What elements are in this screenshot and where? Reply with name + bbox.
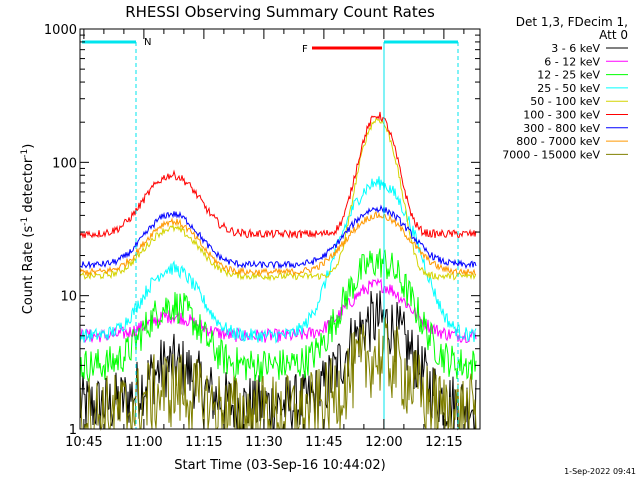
x-tick-label: 11:00 bbox=[125, 435, 162, 450]
legend-label-7: 800 - 7000 keV bbox=[516, 135, 600, 148]
x-tick-label: 11:45 bbox=[305, 435, 342, 450]
series-line-5 bbox=[79, 111, 477, 239]
legend-label-6: 300 - 800 keV bbox=[523, 122, 600, 135]
series-line-8 bbox=[79, 317, 477, 431]
series-line-4 bbox=[79, 117, 476, 282]
legend-label-4: 50 - 100 keV bbox=[530, 95, 600, 108]
plot-frame bbox=[79, 28, 481, 430]
y-axis: 1 10 100 1000 bbox=[44, 23, 480, 438]
y-axis-label: Count Rate (s-1 detector-1) bbox=[20, 144, 36, 315]
night-label: N bbox=[144, 37, 151, 48]
y-axis-label-sup1: -1 bbox=[20, 217, 30, 226]
y-tick-label: 1000 bbox=[44, 23, 77, 38]
x-tick-label: 11:15 bbox=[185, 435, 222, 450]
series-line-7 bbox=[79, 211, 477, 278]
y-axis-label-mid: detector bbox=[21, 157, 36, 217]
legend-label-1: 6 - 12 keV bbox=[544, 55, 600, 68]
legend-label-2: 12 - 25 keV bbox=[537, 69, 600, 82]
y-tick-label: 1 bbox=[69, 423, 77, 438]
series-line-1 bbox=[79, 277, 477, 344]
y-axis-label-end: ) bbox=[21, 144, 36, 149]
legend-label-3: 25 - 50 keV bbox=[537, 82, 600, 95]
timestamp: 1-Sep-2022 09:41 bbox=[564, 467, 636, 476]
y-axis-label-sup2: -1 bbox=[20, 149, 30, 158]
chart-title: RHESSI Observing Summary Count Rates bbox=[125, 3, 435, 21]
series-line-6 bbox=[79, 204, 477, 270]
series-group bbox=[79, 111, 477, 431]
legend-header-line1: Det 1,3, FDecim 1, bbox=[516, 15, 628, 29]
legend-label-0: 3 - 6 keV bbox=[551, 42, 600, 55]
x-axis: 10:45 11:00 11:15 11:30 11:45 12:00 12:15 bbox=[65, 29, 465, 450]
legend-header-line2: Att 0 bbox=[599, 28, 628, 42]
series-line-3 bbox=[79, 176, 477, 344]
flare-label: F bbox=[302, 44, 308, 55]
x-tick-label: 12:15 bbox=[425, 435, 462, 450]
legend-label-5: 100 - 300 keV bbox=[523, 109, 600, 122]
x-axis-label: Start Time (03-Sep-16 10:44:02) bbox=[174, 458, 385, 473]
x-tick-label: 10:45 bbox=[65, 435, 102, 450]
series-line-0 bbox=[79, 290, 477, 431]
legend-label-8: 7000 - 15000 keV bbox=[502, 148, 600, 161]
annotation-group: NF bbox=[82, 37, 459, 429]
x-tick-label: 12:00 bbox=[365, 435, 402, 450]
series-line-2 bbox=[79, 248, 477, 384]
y-tick-label: 100 bbox=[52, 156, 77, 171]
y-tick-label: 10 bbox=[60, 290, 77, 305]
y-axis-label-main: Count Rate (s bbox=[21, 226, 36, 315]
x-tick-label: 11:30 bbox=[245, 435, 282, 450]
